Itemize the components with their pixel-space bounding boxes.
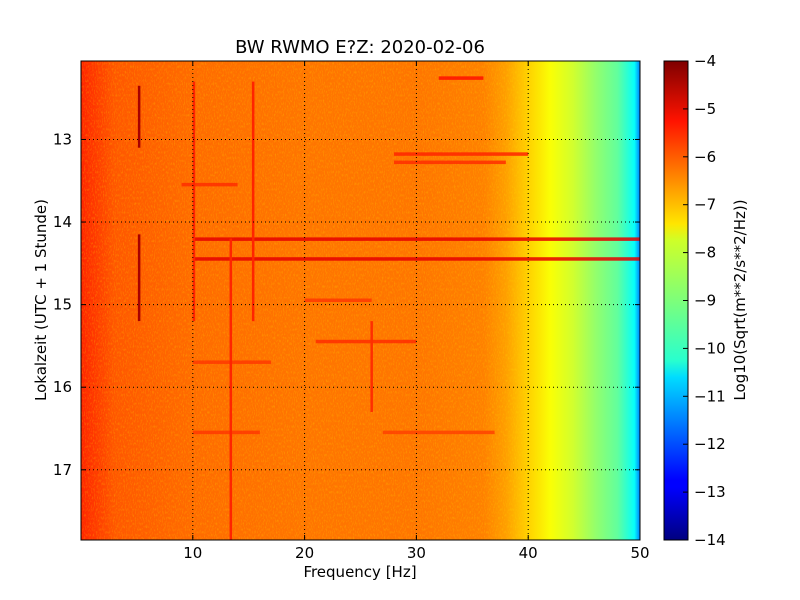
colorbar-tick-label: −5	[694, 100, 716, 118]
colorbar-tick-label: −14	[694, 531, 726, 549]
horizontal-band	[304, 298, 372, 302]
y-tick-label: 15	[53, 296, 72, 314]
horizontal-band	[438, 76, 484, 80]
colorbar-tick-label: −8	[694, 244, 716, 262]
colorbar-tick-label: −6	[694, 148, 716, 166]
horizontal-band	[181, 182, 238, 187]
colorbar-tick-label: −10	[694, 339, 726, 357]
colorbar-tick-label: −13	[694, 483, 726, 501]
y-tick-label: 14	[53, 213, 72, 231]
colorbar-tick-label: −12	[694, 435, 726, 453]
spectral-features	[137, 76, 640, 540]
colorbar-ticks: −4 −5 −6 −7 −8 −9 −10 −11 −12 −13 −14	[683, 52, 726, 549]
colorbar-tick-label: −4	[694, 52, 716, 70]
horizontal-band	[394, 152, 529, 156]
plot-frame	[80, 60, 641, 541]
x-tick-label: 50	[630, 544, 649, 562]
x-tick-label: 10	[183, 544, 202, 562]
colorbar-tick-label: −11	[694, 387, 726, 405]
horizontal-band	[394, 160, 506, 165]
horizontal-band	[192, 237, 640, 241]
heatmap-area	[81, 61, 640, 540]
x-tick-label: 20	[295, 544, 314, 562]
x-axis-ticks: 10 20 30 40 50	[183, 61, 650, 562]
chart-title: BW RWMO E?Z: 2020-02-06	[235, 37, 485, 58]
y-tick-label: 13	[53, 130, 72, 148]
y-tick-label: 17	[53, 461, 72, 479]
y-tick-label: 16	[53, 378, 72, 396]
horizontal-band	[192, 257, 640, 261]
y-axis-ticks: 13 14 15 16 17	[53, 130, 640, 479]
horizontal-band	[315, 339, 417, 344]
horizontal-band	[382, 430, 495, 435]
horizontal-band	[192, 430, 260, 435]
colorbar-tick-label: −7	[694, 196, 716, 214]
y-axis-label: Lokalzeit (UTC + 1 Stunde)	[32, 199, 50, 401]
x-axis-label: Frequency [Hz]	[303, 563, 416, 581]
x-tick-label: 40	[519, 544, 538, 562]
colorbar-tick-label: −9	[694, 292, 716, 310]
colorbar-label: Log10(Sqrt(m**2/s**2/Hz))	[731, 199, 749, 400]
x-tick-label: 30	[407, 544, 426, 562]
